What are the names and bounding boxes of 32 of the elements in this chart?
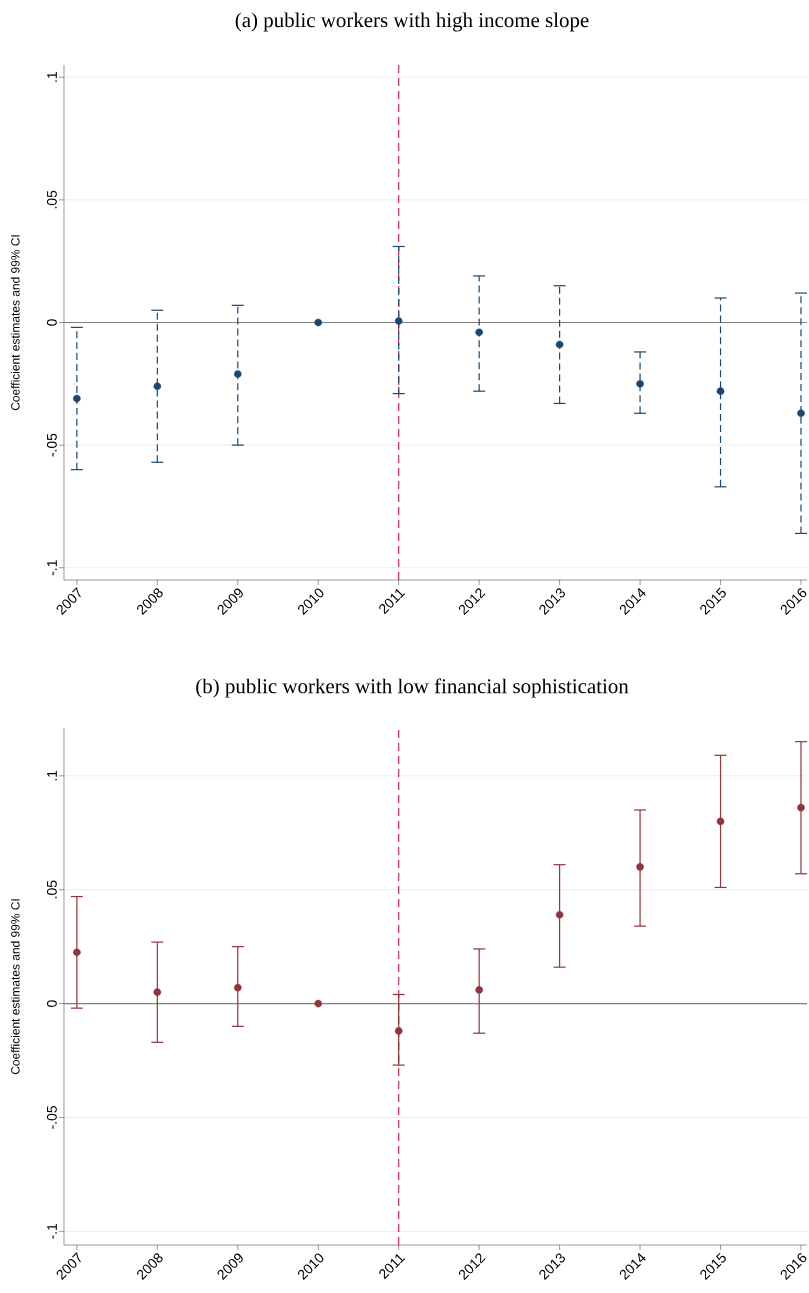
y-tick-label: .1	[47, 72, 57, 82]
y-tick-label: 0	[46, 319, 57, 326]
point	[716, 817, 725, 826]
y-axis-title: Coefficient estimates and 99% CI	[10, 235, 20, 411]
point	[314, 318, 322, 327]
chart-title: (a) public workers with high income slope	[235, 12, 589, 32]
point	[72, 948, 81, 957]
y-tick-label: -.05	[46, 1106, 57, 1129]
point	[394, 317, 403, 325]
point	[153, 382, 161, 391]
point	[555, 910, 564, 919]
point	[475, 328, 483, 337]
point	[555, 340, 564, 349]
y-axis-title: Coefficient estimates and 99% CI	[10, 899, 20, 1075]
point	[636, 380, 644, 388]
y-tick-label: -.05	[46, 433, 57, 457]
point	[636, 863, 644, 871]
y-tick-label: 0	[46, 1000, 57, 1007]
y-tick-label: -.1	[47, 1223, 57, 1239]
point	[233, 370, 242, 378]
point	[72, 394, 81, 403]
point	[153, 988, 161, 997]
point	[314, 999, 322, 1008]
y-tick-label: .05	[46, 190, 57, 209]
y-tick-label: -.1	[47, 560, 57, 576]
chart-title: (b) public workers with low financial sophistication	[196, 678, 629, 698]
point	[716, 387, 725, 395]
point	[475, 986, 483, 994]
y-tick-label: .05	[46, 880, 57, 899]
y-tick-label: .1	[47, 770, 57, 781]
point	[394, 1027, 403, 1035]
point	[233, 983, 242, 992]
